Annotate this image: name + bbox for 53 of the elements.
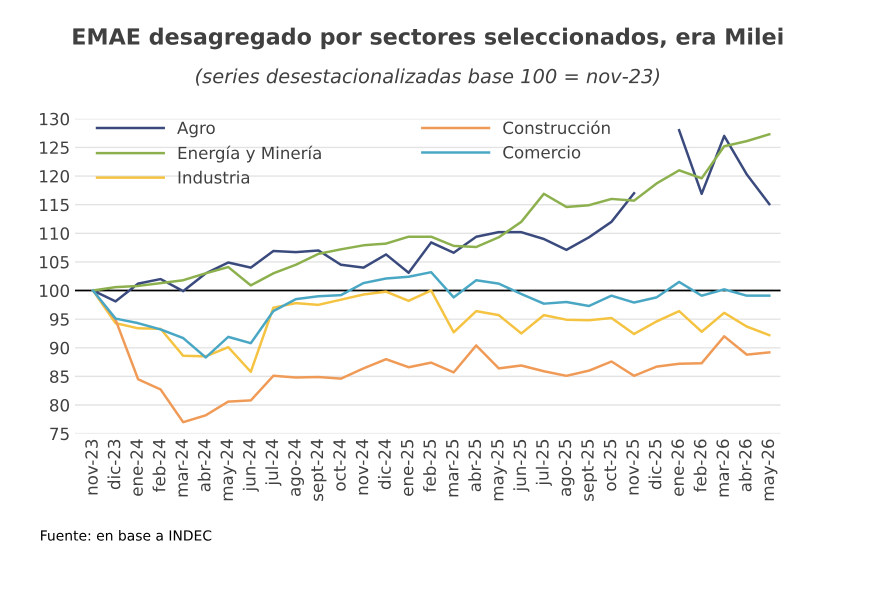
x-tick-label: ago-25 — [558, 440, 574, 496]
x-tick-label: abr-26 — [738, 440, 752, 492]
y-tick-label: 100 — [40, 284, 69, 298]
x-tick-label: oct-24 — [333, 439, 346, 491]
source-note: Fuente: en base a INDEC — [41, 530, 212, 541]
chart-title: EMAE desagregado por sectores seleccionados, era Milei — [73, 28, 782, 50]
x-tick-label: abr-25 — [468, 440, 482, 492]
x-tick-label: ene-24 — [130, 439, 143, 496]
x-tick-label: sept-24 — [310, 439, 326, 501]
y-tick-label: 115 — [40, 198, 69, 212]
y-tick-label: 80 — [50, 398, 69, 412]
x-tick-label: nov-23 — [85, 440, 98, 494]
y-tick-label: 130 — [40, 112, 69, 126]
x-tick-label: mar-25 — [446, 440, 459, 496]
y-tick-label: 75 — [50, 428, 69, 440]
legend-label: Agro — [177, 122, 215, 138]
x-tick-label: ene-26 — [671, 440, 684, 496]
x-tick-label: may-25 — [491, 440, 507, 500]
x-tick-label: feb-24 — [152, 439, 166, 492]
x-tick-label: may-24 — [220, 439, 236, 500]
legend-label: Industria — [178, 170, 250, 184]
x-tick-label: sept-25 — [581, 440, 598, 501]
legend-label: Construcción — [503, 120, 610, 134]
x-tick-label: jun-24 — [242, 439, 259, 492]
y-tick-label: 90 — [50, 342, 69, 354]
x-tick-label: dic-25 — [648, 440, 662, 490]
x-tick-label: dic-24 — [378, 439, 391, 490]
legend-label: Energía y Minería — [178, 146, 321, 162]
y-tick-label: 120 — [40, 170, 69, 183]
x-tick-label: mar-24 — [175, 439, 188, 496]
x-tick-label: nov-24 — [356, 439, 368, 494]
x-tick-label: ago-24 — [288, 439, 304, 496]
y-tick-label: 125 — [40, 141, 69, 154]
legend-label: Comercio — [503, 146, 580, 159]
x-tick-label: nov-25 — [626, 440, 639, 494]
x-tick-label: abr-24 — [198, 439, 211, 492]
y-tick-label: 85 — [50, 370, 69, 383]
x-tick-label: ene-25 — [400, 440, 414, 496]
y-tick-label: 105 — [40, 256, 69, 268]
x-tick-label: jun-25 — [513, 440, 530, 492]
x-tick-label: oct-25 — [604, 440, 616, 491]
x-tick-label: may-26 — [762, 440, 778, 500]
x-tick-label: jul-25 — [536, 440, 552, 486]
chart-subtitle: (series desestacionalizadas base 100 = nov-23) — [196, 68, 660, 86]
line-series — [92, 270, 771, 359]
x-tick-label: jul-24 — [265, 439, 282, 486]
y-tick-label: 110 — [40, 227, 69, 240]
x-tick-label: mar-26 — [716, 440, 730, 496]
line-series — [92, 289, 771, 374]
x-tick-label: feb-26 — [694, 440, 707, 492]
y-tick-label: 95 — [50, 313, 69, 326]
x-tick-label: dic-23 — [107, 440, 120, 490]
x-tick-label: feb-25 — [423, 440, 436, 492]
